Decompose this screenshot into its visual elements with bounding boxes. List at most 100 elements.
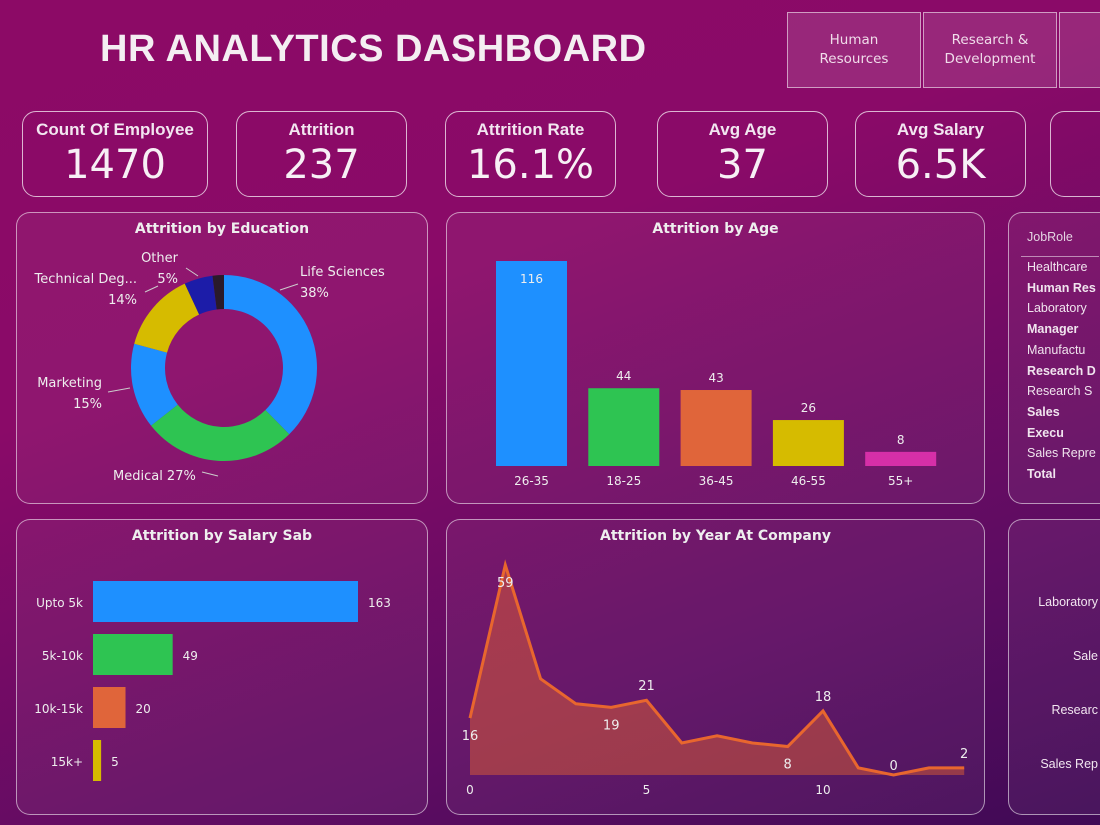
bar — [93, 687, 126, 728]
chart-title: Attrition by Salary Sab — [131, 528, 313, 544]
kpi-label: Attrition Rate — [476, 120, 585, 139]
tick-label: 10 — [815, 783, 830, 797]
bar — [93, 740, 102, 781]
data-label: 8 — [784, 758, 792, 773]
slice-label: Life Sciences — [300, 265, 385, 280]
data-label: 49 — [183, 649, 198, 663]
table-row[interactable]: Research S — [1027, 384, 1093, 399]
data-label: 2 — [960, 747, 968, 762]
axis-label: Researc — [1051, 703, 1098, 717]
axis-label: Laboratory — [1038, 595, 1098, 609]
tick-label: 0 — [466, 783, 474, 797]
kpi-label: Count Of Employee — [36, 120, 194, 139]
slice-label: Technical Deg... — [34, 272, 137, 287]
slice-label: Medical 27% — [113, 469, 196, 484]
kpi-label: Attrition — [288, 120, 355, 139]
table-row[interactable]: Manager — [1027, 322, 1079, 337]
donut-slice — [184, 275, 217, 315]
table-row[interactable]: Sales Execu — [1027, 404, 1064, 440]
data-label: 163 — [368, 596, 391, 610]
page-title: HR ANALYTICS DASHBOARD — [100, 28, 647, 70]
dept-button-sales[interactable] — [1059, 12, 1100, 88]
leader-line — [279, 283, 299, 291]
data-label: 20 — [136, 702, 151, 716]
data-label: 8 — [897, 433, 905, 447]
kpi-value: 237 — [283, 142, 360, 188]
kpi-label: Avg Age — [708, 120, 777, 139]
tick-label: 55+ — [888, 474, 913, 488]
data-label: 59 — [497, 576, 514, 591]
table-header: JobRole — [1027, 230, 1073, 244]
kpi-avg-age: Avg Age 37 — [657, 111, 828, 197]
bar — [772, 420, 844, 466]
slice-label: Other — [141, 251, 179, 266]
data-label: 18 — [815, 690, 832, 705]
dept-button-human-resources[interactable]: Human Resources — [787, 12, 921, 88]
table-row[interactable]: Human Res — [1027, 280, 1096, 295]
leader-line — [185, 267, 199, 277]
axis-label: Sales Rep — [1040, 757, 1098, 771]
kpi-value: 16.1% — [466, 142, 595, 188]
data-label: 19 — [603, 718, 620, 733]
chart-title: Attrition by Age — [652, 221, 779, 237]
divider — [1021, 256, 1099, 257]
leader-line — [201, 471, 219, 477]
area-line — [468, 559, 965, 777]
slice-value: 5% — [157, 272, 178, 287]
dept-button-research-development[interactable]: Research & Development — [923, 12, 1057, 88]
table-row[interactable]: Laboratory — [1027, 301, 1087, 316]
donut-slice — [134, 283, 200, 353]
tick-label: 18-25 — [606, 474, 641, 488]
tick-label: 15k+ — [51, 755, 83, 769]
axis-label: Sale — [1072, 649, 1098, 663]
table-total[interactable]: Total — [1027, 467, 1056, 482]
data-label: 26 — [801, 401, 816, 415]
leader-line — [144, 285, 159, 293]
kpi-count-of-employee: Count Of Employee 1470 — [22, 111, 208, 197]
data-label: 0 — [889, 759, 897, 774]
tick-label: Upto 5k — [36, 596, 83, 610]
kpi-attrition-rate: Attrition Rate 16.1% — [445, 111, 616, 197]
kpi-value: 6.5K — [895, 142, 986, 188]
tick-label: 5k-10k — [42, 649, 83, 663]
slice-value: 14% — [108, 293, 137, 308]
tick-label: 36-45 — [699, 474, 734, 488]
donut-slice — [131, 343, 178, 426]
bar — [588, 388, 660, 466]
bar — [865, 451, 937, 466]
donut-slice — [224, 275, 317, 435]
bar — [93, 634, 173, 675]
kpi-value: 37 — [717, 142, 768, 188]
slice-value: 15% — [73, 397, 102, 412]
donut-slice — [151, 404, 290, 461]
kpi-avg-salary: Avg Salary 6.5K — [855, 111, 1026, 197]
bar — [93, 581, 358, 622]
tick-label: 26-35 — [514, 474, 549, 488]
data-label: 5 — [111, 755, 119, 769]
bar — [680, 390, 752, 466]
table-row[interactable]: Healthcare — [1027, 260, 1088, 274]
tick-label: 5 — [643, 783, 651, 797]
kpi-attrition: Attrition 237 — [236, 111, 407, 197]
data-label: 16 — [462, 729, 479, 744]
kpi-value: 1470 — [64, 142, 166, 188]
donut-slice — [212, 275, 224, 310]
kpi-label: Avg Salary — [896, 120, 985, 139]
data-label: 43 — [708, 371, 723, 385]
chart-title: Attrition by Year At Company — [600, 528, 831, 544]
data-label: 116 — [520, 272, 543, 286]
table-row[interactable]: Manufactu — [1027, 342, 1086, 357]
table-row[interactable]: Sales Repre — [1027, 446, 1096, 461]
slice-label: Marketing — [37, 376, 102, 391]
tick-label: 10k-15k — [34, 702, 83, 716]
leader-line — [107, 387, 131, 393]
tick-label: 46-55 — [791, 474, 826, 488]
salary-chart-card: Attrition by Salary Sab — [16, 519, 428, 815]
table-row[interactable]: Research D — [1027, 363, 1096, 378]
data-label: 21 — [638, 679, 655, 694]
jobrole-chart-card: Laboratory Sale Researc Sales Rep — [1008, 519, 1100, 815]
area-fill — [470, 564, 965, 775]
slice-value: 38% — [300, 286, 329, 301]
data-label: 44 — [616, 369, 631, 383]
